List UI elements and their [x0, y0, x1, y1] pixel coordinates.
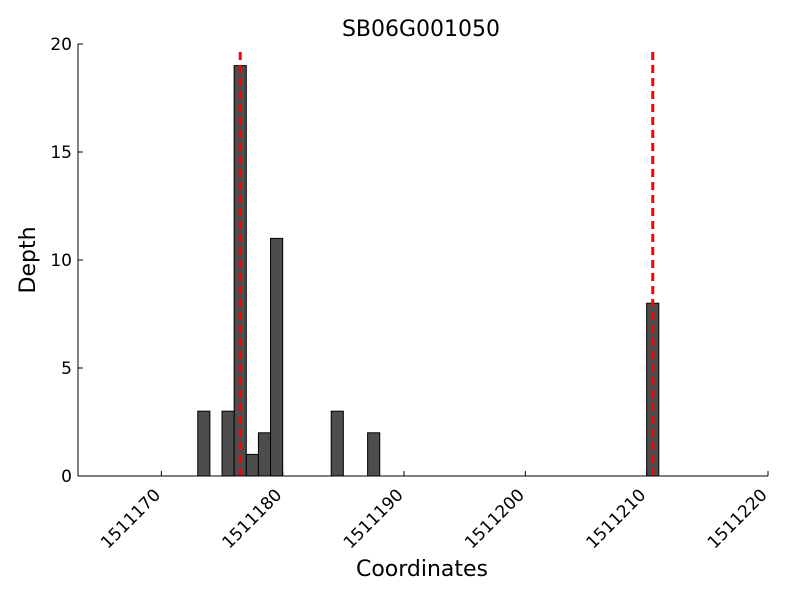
bar — [245, 453, 259, 477]
bar — [367, 432, 381, 477]
x-axis-label: Coordinates — [356, 557, 488, 582]
y-tick-label: 20 — [50, 35, 72, 55]
x-tick-label: 1511200 — [461, 485, 529, 553]
bar — [270, 237, 284, 477]
bar — [257, 432, 272, 477]
y-axis-label: Depth — [16, 226, 41, 293]
x-tick-label: 1511180 — [219, 485, 287, 553]
x-tick-label: 1511210 — [583, 485, 651, 553]
y-tick-label: 10 — [50, 251, 72, 271]
bar — [330, 410, 344, 477]
y-tick-label: 0 — [61, 467, 72, 487]
x-tick-label: 1511190 — [340, 485, 408, 553]
bar — [233, 65, 247, 477]
x-tick-label: 1511220 — [704, 485, 772, 553]
y-tick-label: 15 — [50, 143, 72, 163]
y-tick-label: 5 — [61, 359, 72, 379]
bar — [197, 410, 211, 477]
bar — [221, 410, 235, 477]
x-tick-label: 1511170 — [97, 485, 165, 553]
chart-title: SB06G001050 — [342, 17, 500, 42]
